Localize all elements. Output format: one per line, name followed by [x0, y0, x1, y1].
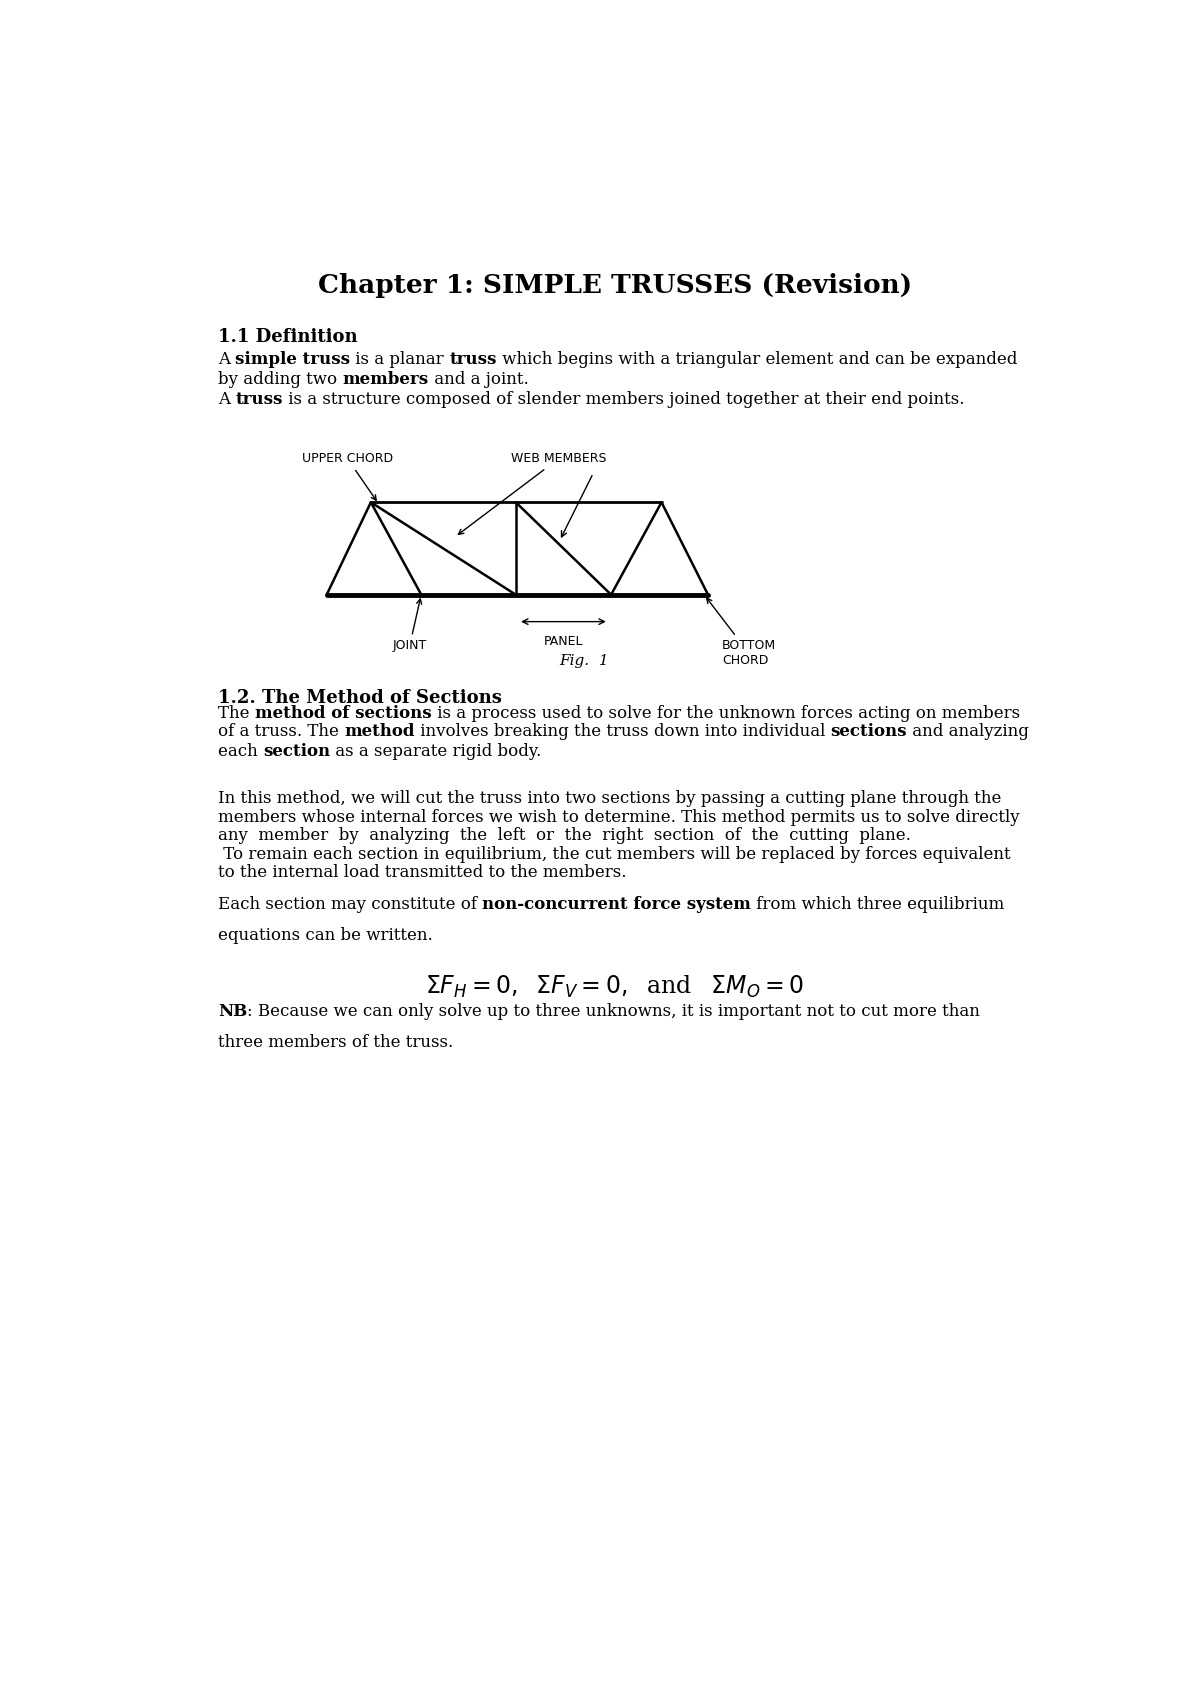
Text: sections: sections	[830, 724, 907, 741]
Text: is a structure composed of slender members joined together at their end points.: is a structure composed of slender membe…	[283, 390, 965, 407]
Text: 1.1 Definition: 1.1 Definition	[218, 329, 358, 346]
Text: is a process used to solve for the unknown forces acting on members: is a process used to solve for the unkno…	[432, 706, 1020, 722]
Text: non-concurrent force system: non-concurrent force system	[482, 895, 751, 912]
Text: PANEL: PANEL	[544, 634, 583, 648]
Text: by adding two: by adding two	[218, 371, 342, 388]
Text: : Because we can only solve up to three unknowns, it is important not to cut mor: : Because we can only solve up to three …	[247, 1002, 980, 1019]
Text: The: The	[218, 706, 254, 722]
Text: members: members	[342, 371, 428, 388]
Text: Each section may constitute of: Each section may constitute of	[218, 895, 482, 912]
Text: three members of the truss.: three members of the truss.	[218, 1035, 454, 1052]
Text: method: method	[344, 724, 415, 741]
Text: 1.2. The Method of Sections: 1.2. The Method of Sections	[218, 689, 502, 707]
Text: members whose internal forces we wish to determine. This method permits us to so: members whose internal forces we wish to…	[218, 809, 1020, 826]
Text: as a separate rigid body.: as a separate rigid body.	[330, 743, 541, 760]
Text: JOINT: JOINT	[392, 599, 427, 653]
Text: equations can be written.: equations can be written.	[218, 928, 433, 945]
Text: Fig.  1: Fig. 1	[559, 655, 608, 668]
Text: any  member  by  analyzing  the  left  or  the  right  section  of  the  cutting: any member by analyzing the left or the …	[218, 828, 911, 845]
Text: section: section	[263, 743, 330, 760]
Text: is a planar: is a planar	[350, 351, 449, 368]
Text: To remain each section in equilibrium, the cut members will be replaced by force: To remain each section in equilibrium, t…	[218, 846, 1010, 863]
Text: involves breaking the truss down into individual: involves breaking the truss down into in…	[415, 724, 830, 741]
Text: truss: truss	[235, 390, 283, 407]
Text: BOTTOM
CHORD: BOTTOM CHORD	[707, 599, 776, 667]
Text: NB: NB	[218, 1002, 247, 1019]
Text: A: A	[218, 390, 235, 407]
Text: In this method, we will cut the truss into two sections by passing a cutting pla: In this method, we will cut the truss in…	[218, 790, 1002, 807]
Text: A: A	[218, 351, 235, 368]
Text: simple truss: simple truss	[235, 351, 350, 368]
Text: of a truss. The: of a truss. The	[218, 724, 344, 741]
Text: each: each	[218, 743, 263, 760]
Text: and a joint.: and a joint.	[428, 371, 528, 388]
Text: which begins with a triangular element and can be expanded: which begins with a triangular element a…	[497, 351, 1018, 368]
Text: from which three equilibrium: from which three equilibrium	[751, 895, 1004, 912]
Text: WEB MEMBERS: WEB MEMBERS	[458, 453, 606, 534]
Text: method of sections: method of sections	[254, 706, 432, 722]
Text: $\Sigma F_H = 0, \;\; \Sigma F_V = 0, \;$ and $\;\; \Sigma M_O = 0$: $\Sigma F_H = 0, \;\; \Sigma F_V = 0, \;…	[425, 974, 805, 999]
Text: Chapter 1: SIMPLE TRUSSES (Revision): Chapter 1: SIMPLE TRUSSES (Revision)	[318, 273, 912, 298]
Text: truss: truss	[449, 351, 497, 368]
Text: to the internal load transmitted to the members.: to the internal load transmitted to the …	[218, 865, 626, 882]
Text: and analyzing: and analyzing	[907, 724, 1028, 741]
Text: UPPER CHORD: UPPER CHORD	[302, 453, 394, 500]
